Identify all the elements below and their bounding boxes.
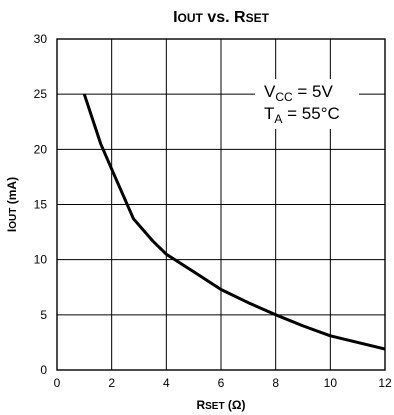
x-tick-labels: 0 2 4 6 8 10 12 — [54, 376, 392, 390]
x-tick-label-4: 8 — [272, 376, 279, 390]
y-tick-label-4: 20 — [34, 142, 48, 156]
y-axis-label: IOUT (mA) — [5, 177, 19, 232]
y-tick-label-1: 5 — [40, 308, 47, 322]
annotation-ta: TA = 55°C — [264, 104, 340, 126]
y-tick-label-2: 10 — [34, 253, 48, 267]
x-tick-label-3: 6 — [218, 376, 225, 390]
y-tick-label-0: 0 — [40, 363, 47, 377]
annotation-background — [255, 79, 359, 129]
x-tick-label-2: 4 — [163, 376, 170, 390]
chart-title: IOUT vs. RSET — [173, 9, 270, 26]
annotation-vcc: VCC = 5V — [264, 82, 334, 104]
series-layer — [82, 93, 386, 351]
y-tick-labels: 0 5 10 15 20 25 30 — [34, 32, 48, 377]
x-tick-label-0: 0 — [54, 376, 61, 390]
plot-frame — [56, 38, 386, 371]
x-axis-label: RSET (Ω) — [196, 398, 245, 412]
series-line-0 — [82, 93, 386, 351]
x-tick-label-5: 10 — [324, 376, 338, 390]
y-tick-label-5: 25 — [34, 87, 48, 101]
x-tick-label-1: 2 — [108, 376, 115, 390]
y-tick-label-6: 30 — [34, 32, 48, 46]
y-tick-label-3: 15 — [34, 198, 48, 212]
x-tick-label-6: 12 — [378, 376, 392, 390]
